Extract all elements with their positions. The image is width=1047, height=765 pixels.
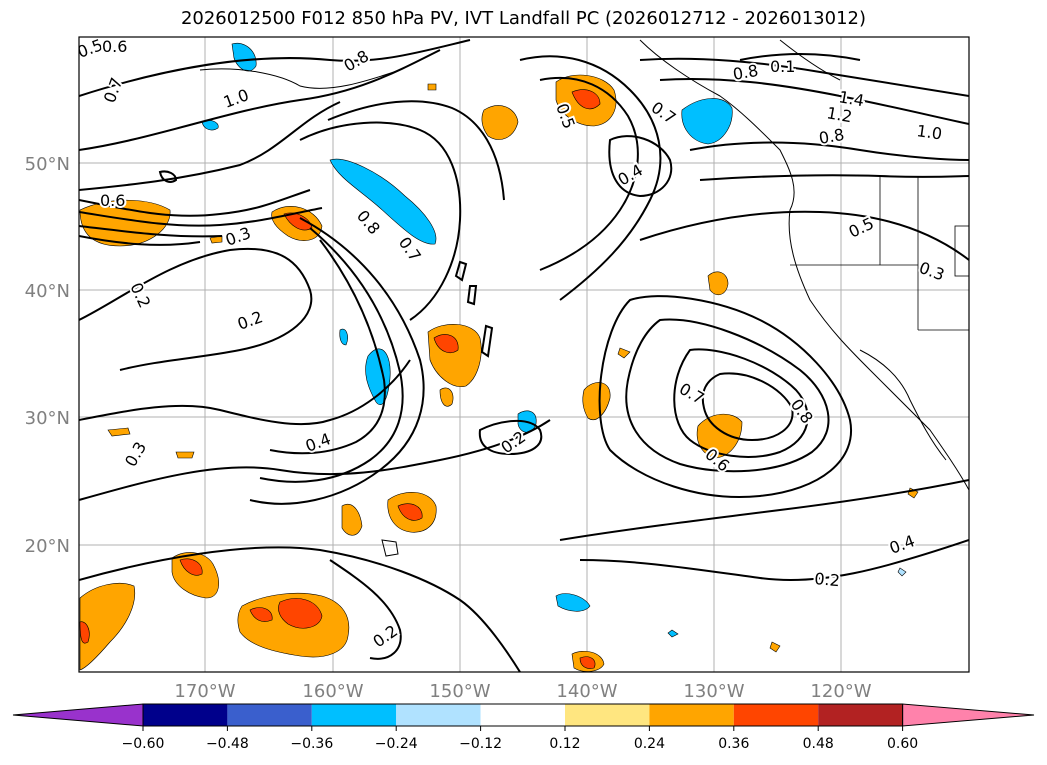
colorbar: −0.60 −0.48 −0.36 −0.24 −0.12 0.12 0.24 0.36 0.4… — [12, 703, 1035, 752]
contour-label: 1.0 — [915, 121, 943, 143]
lon-label: 150°W — [429, 681, 490, 702]
lat-label: 30°N — [25, 408, 70, 429]
colorbar-extend-high — [902, 703, 1035, 727]
colorbar-tick-label: 0.12 — [549, 736, 580, 752]
colorbar-segment — [227, 704, 312, 726]
map-title: 2026012500 F012 850 hPa PV, IVT Landfall… — [180, 8, 867, 29]
colorbar-tick-label: −0.24 — [375, 736, 418, 752]
lat-label: 50°N — [25, 154, 70, 175]
colorbar-tick-label: 0.60 — [887, 736, 918, 752]
lat-axis: 50°N 40°N 30°N 20°N — [25, 154, 70, 557]
lat-label: 40°N — [25, 281, 70, 302]
colorbar-segment — [311, 704, 397, 726]
lon-label: 120°W — [810, 681, 871, 702]
lon-axis: 170°W 160°W 150°W 140°W 130°W 120°W — [174, 681, 871, 702]
lat-label: 20°N — [25, 536, 70, 557]
colorbar-segment — [818, 704, 903, 726]
lon-label: 130°W — [683, 681, 744, 702]
colorbar-extend-low — [12, 703, 144, 727]
contour-label: 0.6 — [100, 191, 125, 210]
colorbar-segment — [649, 704, 734, 726]
colorbar-tick-label: −0.36 — [290, 736, 333, 752]
contour-label: 0.1 — [770, 57, 795, 76]
colorbar-segment — [565, 704, 650, 726]
colorbar-tick-label: −0.60 — [122, 736, 165, 752]
colorbar-segment — [480, 704, 565, 726]
contour-label: 0.6 — [102, 37, 127, 56]
colorbar-tick-label: 0.48 — [803, 736, 834, 752]
lon-label: 170°W — [174, 681, 235, 702]
colorbar-outline — [142, 703, 904, 727]
colorbar-tick-label: 0.24 — [634, 736, 665, 752]
pv-contours — [79, 39, 969, 672]
coastlines — [199, 39, 969, 557]
colorbar-tick-label: −0.12 — [459, 736, 502, 752]
pv-shading — [79, 42, 919, 672]
contour-label: 0.2 — [814, 569, 841, 590]
colorbar-tick-label: 0.36 — [718, 736, 749, 752]
lon-label: 140°W — [556, 681, 617, 702]
colorbar-segment — [396, 704, 481, 726]
colorbar-tick-label: −0.48 — [206, 736, 249, 752]
colorbar-segment — [733, 704, 819, 726]
colorbar-segment — [143, 704, 228, 726]
lon-label: 160°W — [302, 681, 363, 702]
map-frame — [79, 37, 969, 672]
map-border — [78, 36, 970, 673]
